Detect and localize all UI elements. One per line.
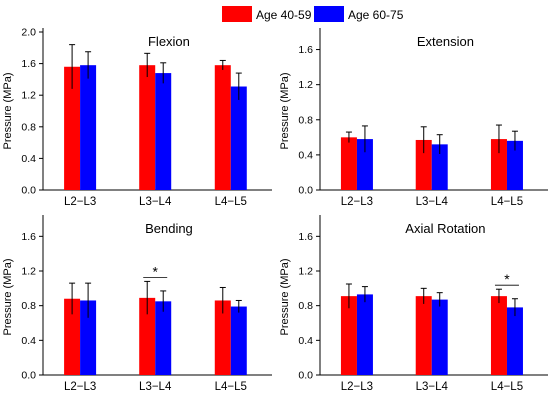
chart-title: Extension: [417, 34, 474, 49]
chart-title: Axial Rotation: [405, 221, 485, 236]
legend-label-age-40-59: Age 40-59: [256, 8, 312, 22]
y-tick-label: 1.6: [21, 58, 36, 70]
y-tick-label: 1.6: [21, 231, 36, 243]
bar: [340, 137, 357, 190]
x-tick-label: L3−L4: [416, 196, 449, 208]
bar: [356, 294, 373, 375]
bar: [506, 140, 523, 190]
chart-panel: 0.0 0.4 0.8 1.2 1.6 Pressure (MPa) Extension L2…: [279, 28, 548, 208]
y-tick-label: 1.6: [298, 44, 313, 56]
bar: [415, 139, 432, 190]
bar: [356, 139, 373, 190]
bar: [64, 298, 81, 375]
chart-panel: 0.0 0.4 0.8 1.2 1.6 Pressure (MPa) Axial Rotat…: [279, 215, 548, 393]
y-axis-label: Pressure (MPa): [279, 258, 291, 335]
chart-title: Flexion: [148, 34, 190, 49]
x-tick-label: L4−L5: [491, 196, 523, 208]
x-tick-label: L2−L3: [64, 381, 96, 393]
x-tick-label: L4−L5: [215, 196, 247, 208]
bar: [139, 65, 156, 190]
bar: [506, 307, 523, 375]
bar: [139, 297, 156, 375]
y-tick-label: 1.2: [21, 90, 36, 102]
bar: [490, 296, 507, 375]
y-tick-label: 0.0: [298, 185, 313, 197]
x-tick-label: L3−L4: [416, 381, 449, 393]
bar: [230, 306, 247, 375]
y-tick-label: 0.0: [298, 370, 313, 382]
y-axis-label: Pressure (MPa): [2, 72, 14, 149]
y-axis-label: Pressure (MPa): [279, 72, 291, 149]
x-tick-label: L2−L3: [64, 196, 96, 208]
y-tick-label: 1.2: [298, 79, 313, 91]
y-tick-label: 0.4: [21, 335, 36, 347]
bar: [80, 300, 97, 375]
chart-panels: 0.0 0.4 0.8 1.2 1.6 2.0 Pressure (MPa) Flexion L…: [2, 27, 548, 393]
y-tick-label: 0.4: [21, 153, 36, 165]
y-tick-label: 1.6: [298, 231, 313, 243]
bar: [230, 86, 247, 190]
x-tick-label: L2−L3: [341, 381, 373, 393]
bar: [214, 65, 231, 190]
bar: [431, 144, 448, 190]
chart-title: Bending: [145, 221, 193, 236]
y-tick-label: 2.0: [21, 27, 36, 39]
chart-panel: 0.0 0.4 0.8 1.2 1.6 2.0 Pressure (MPa) Flexion L…: [2, 27, 272, 208]
legend-label-age-60-75: Age 60-75: [348, 8, 404, 22]
x-tick-label: L3−L4: [139, 196, 172, 208]
x-tick-label: L3−L4: [139, 381, 172, 393]
y-tick-label: 0.0: [21, 185, 36, 197]
legend: Age 40-59 Age 60-75: [222, 6, 404, 22]
bar: [155, 73, 172, 190]
y-tick-label: 0.8: [21, 121, 36, 133]
bar: [340, 296, 357, 375]
y-tick-label: 0.4: [298, 149, 313, 161]
bar: [64, 66, 81, 190]
y-tick-label: 1.2: [298, 266, 313, 278]
y-tick-label: 0.4: [298, 335, 313, 347]
bar: [490, 139, 507, 190]
legend-swatch-age-40-59: [222, 6, 252, 22]
bar: [431, 299, 448, 375]
y-tick-label: 0.8: [298, 114, 313, 126]
chart-panel: 0.0 0.4 0.8 1.2 1.6 Pressure (MPa) Bending L2−L…: [2, 215, 272, 393]
bar: [214, 300, 231, 375]
bar: [80, 65, 97, 190]
x-tick-label: L4−L5: [215, 381, 247, 393]
significance-marker: *: [504, 271, 510, 287]
x-tick-label: L2−L3: [341, 196, 373, 208]
y-tick-label: 0.0: [21, 370, 36, 382]
y-tick-label: 0.8: [21, 300, 36, 312]
x-tick-label: L4−L5: [491, 381, 523, 393]
bar: [415, 296, 432, 375]
bar: [155, 301, 172, 375]
y-tick-label: 0.8: [298, 300, 313, 312]
legend-swatch-age-60-75: [314, 6, 344, 22]
significance-marker: *: [152, 263, 158, 279]
y-axis-label: Pressure (MPa): [2, 258, 14, 335]
y-tick-label: 1.2: [21, 266, 36, 278]
